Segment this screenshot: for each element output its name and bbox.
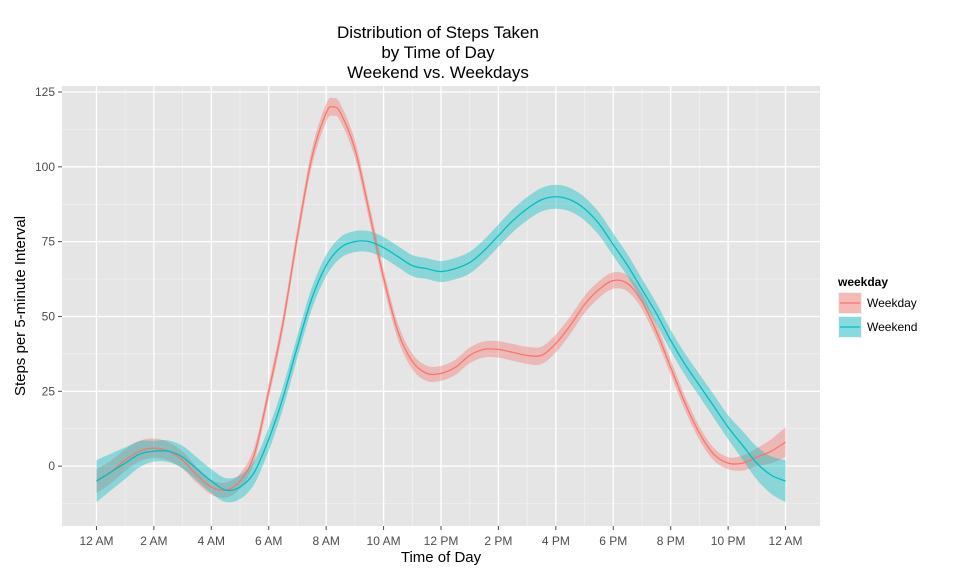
legend-items: Weekday Weekend (838, 292, 917, 338)
x-tick-label: 12 PM (424, 534, 459, 548)
x-axis-title: Time of Day (401, 549, 482, 566)
legend-label-weekday: Weekday (867, 296, 917, 310)
series-lines (96, 105, 786, 492)
y-axis-ticks: 0 25 50 75 100 125 (35, 85, 62, 473)
x-tick-label: 4 AM (198, 534, 225, 548)
y-axis-title: Steps per 5-minute Interval (12, 216, 29, 396)
x-tick-label: 10 AM (367, 534, 401, 548)
title-line: by Time of Day (381, 43, 495, 62)
x-tick-label: 10 PM (711, 534, 746, 548)
band-weekday (96, 97, 786, 498)
y-tick-label: 50 (42, 309, 56, 323)
y-tick-label: 25 (42, 384, 56, 398)
line-weekday (96, 105, 786, 492)
y-tick-label: 125 (35, 85, 55, 99)
y-tick-label: 75 (42, 235, 56, 249)
x-tick-label: 12 AM (769, 534, 803, 548)
x-tick-label: 8 AM (312, 534, 339, 548)
major-gridlines (62, 86, 820, 526)
x-axis-ticks: 12 AM 2 AM 4 AM 6 AM 8 AM 10 AM 12 PM 2 PM 4 PM 6… (79, 526, 803, 548)
confidence-bands (96, 97, 786, 503)
y-tick-label: 100 (35, 160, 55, 174)
x-tick-label: 2 PM (484, 534, 512, 548)
x-tick-label: 8 PM (657, 534, 685, 548)
legend-title: weekday (837, 275, 888, 289)
y-tick-label: 0 (48, 459, 55, 473)
x-tick-label: 6 AM (255, 534, 282, 548)
x-tick-label: 12 AM (79, 534, 113, 548)
title-line: Weekend vs. Weekdays (347, 63, 529, 82)
legend: weekday Weekday Weekend (837, 275, 917, 338)
x-tick-label: 4 PM (542, 534, 570, 548)
title-line: Distribution of Steps Taken (337, 23, 539, 42)
x-tick-label: 2 AM (140, 534, 167, 548)
line-weekend (96, 196, 786, 492)
legend-label-weekend: Weekend (867, 320, 917, 334)
x-tick-label: 6 PM (599, 534, 627, 548)
